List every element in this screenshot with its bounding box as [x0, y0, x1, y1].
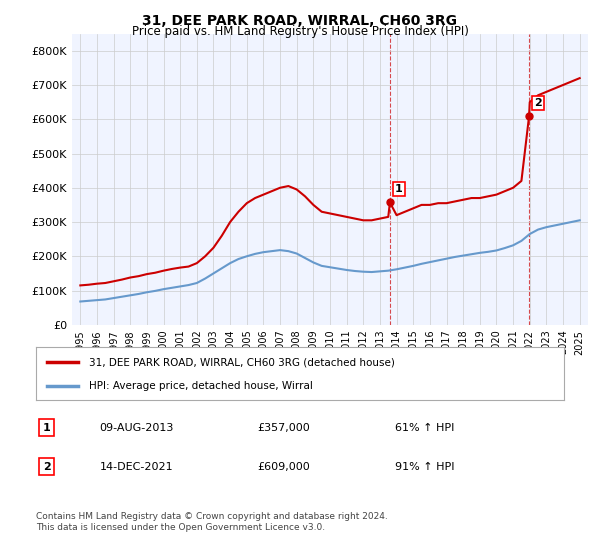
Text: 1: 1 — [43, 423, 50, 433]
Text: 31, DEE PARK ROAD, WIRRAL, CH60 3RG (detached house): 31, DEE PARK ROAD, WIRRAL, CH60 3RG (det… — [89, 357, 395, 367]
Text: 61% ↑ HPI: 61% ↑ HPI — [395, 423, 454, 433]
Text: 31, DEE PARK ROAD, WIRRAL, CH60 3RG: 31, DEE PARK ROAD, WIRRAL, CH60 3RG — [143, 14, 458, 28]
Text: £609,000: £609,000 — [258, 462, 311, 472]
Text: HPI: Average price, detached house, Wirral: HPI: Average price, detached house, Wirr… — [89, 380, 313, 390]
Text: 1: 1 — [395, 184, 403, 194]
Text: 2: 2 — [43, 462, 50, 472]
Text: 09-AUG-2013: 09-AUG-2013 — [100, 423, 174, 433]
Text: Contains HM Land Registry data © Crown copyright and database right 2024.
This d: Contains HM Land Registry data © Crown c… — [36, 512, 388, 532]
Text: 2: 2 — [534, 98, 542, 108]
Text: Price paid vs. HM Land Registry's House Price Index (HPI): Price paid vs. HM Land Registry's House … — [131, 25, 469, 38]
Text: 14-DEC-2021: 14-DEC-2021 — [100, 462, 173, 472]
Text: £357,000: £357,000 — [258, 423, 311, 433]
Text: 91% ↑ HPI: 91% ↑ HPI — [395, 462, 455, 472]
